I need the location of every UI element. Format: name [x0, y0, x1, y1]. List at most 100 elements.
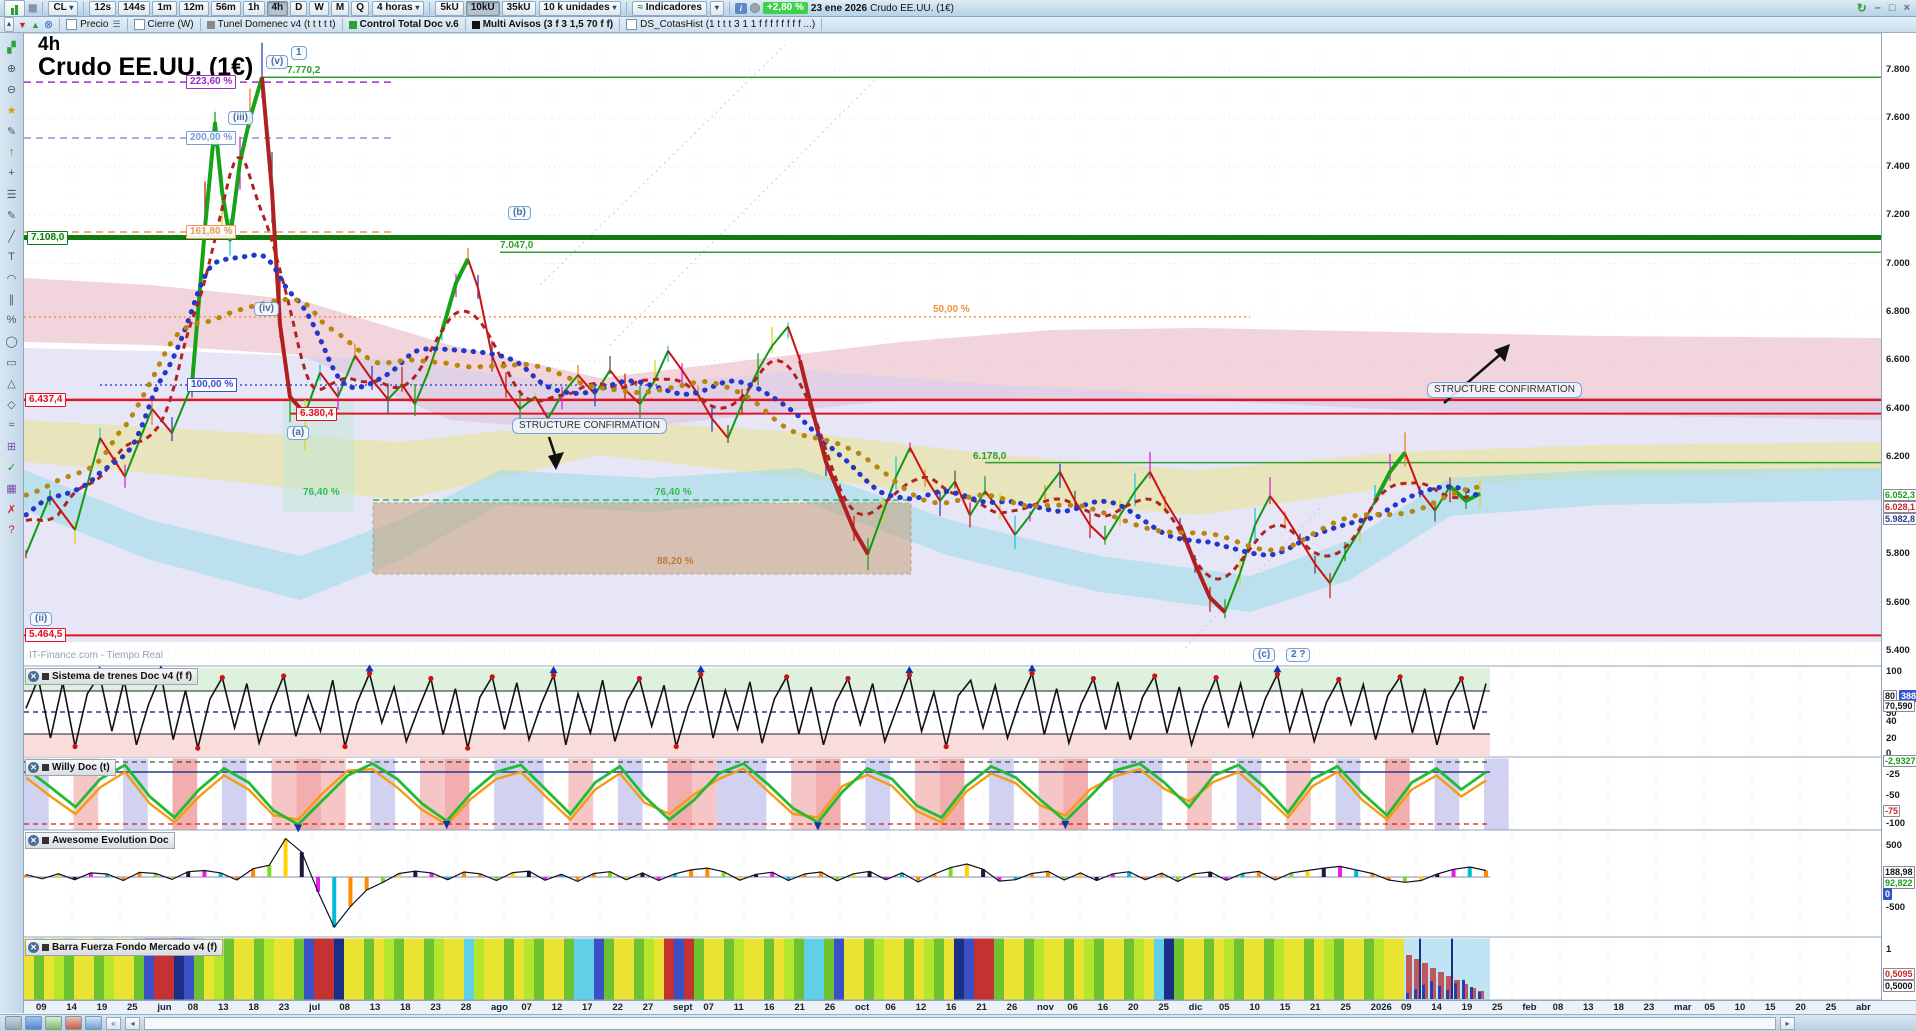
indicator-toggle[interactable]: Tunel Domenec v4 (t t t t t) [206, 19, 336, 30]
grid-icon[interactable]: ⊞ [6, 440, 17, 453]
price-level-label[interactable]: 7.770,2 [287, 65, 321, 77]
crosshair-icon[interactable]: + [8, 167, 15, 179]
unit-5kU[interactable]: 5kU [435, 0, 464, 16]
favorites-icon[interactable]: ★ [6, 104, 17, 117]
price-level-label[interactable]: 7.047,0 [500, 240, 534, 252]
timeframe-56m[interactable]: 56m [210, 0, 241, 16]
panel-close-icon[interactable]: ✕ [28, 835, 39, 846]
restore-button[interactable]: □ [1888, 2, 1896, 14]
level-label[interactable]: 6.380,4 [296, 406, 338, 421]
diamond-icon[interactable]: ◇ [7, 398, 16, 411]
level-label[interactable]: 7.108,0 [27, 230, 69, 245]
structure-confirmation-label[interactable]: STRUCTURE CONFIRMATION [1427, 382, 1582, 398]
elliott-wave-label[interactable]: (b) [508, 206, 531, 220]
scroll-left-button[interactable]: ◂ [125, 1016, 140, 1030]
scroll-right-button[interactable]: ▸ [1780, 1016, 1795, 1030]
timeframe-W[interactable]: W [309, 0, 329, 16]
indicators-caret-button[interactable]: ▾ [709, 0, 724, 16]
document-icon[interactable] [45, 1016, 62, 1030]
time-axis[interactable]: 09 14 19 25 jun 08 13 18 23 jul 08 13 18 23 28 ago 07 12 1… [0, 1000, 1916, 1015]
structure-confirmation-label[interactable]: STRUCTURE CONFIRMATION [512, 418, 667, 434]
list-icon[interactable]: ☰ [6, 188, 17, 201]
level-label[interactable]: 161,80 % [186, 224, 237, 239]
indicator-toggle[interactable]: Cierre (W) [133, 19, 194, 30]
fib-percent-label[interactable]: 50,00 % [933, 303, 970, 315]
price-level-label[interactable]: 6.178,0 [973, 450, 1007, 462]
fibonacci-icon[interactable]: % [6, 314, 17, 326]
period-dropdown[interactable]: 4 horas ▾ [371, 0, 425, 16]
minimize-button[interactable]: – [1874, 2, 1881, 14]
checkbox-icon[interactable] [626, 19, 638, 30]
unit-10kU[interactable]: 10kU [465, 0, 500, 16]
checkbox-icon[interactable] [133, 19, 145, 30]
price-axis[interactable]: 7.800 7.600 7.400 7.200 7.000 6.800 6.600 6.400… [1881, 33, 1916, 1013]
trendline-icon[interactable]: ╱ [8, 230, 15, 243]
elliott-wave-label[interactable]: (ii) [30, 612, 53, 626]
calendar-icon[interactable] [85, 1016, 102, 1030]
timeframe-D[interactable]: D [290, 0, 308, 16]
ellipse-icon[interactable]: ◯ [5, 335, 18, 348]
buy-arrow-icon[interactable]: ▲ [30, 19, 40, 30]
elliott-wave-label[interactable]: (c) [1253, 648, 1276, 662]
collapse-scroll-button[interactable]: « [106, 1016, 121, 1030]
collapse-toolbar-button[interactable]: ▴ [4, 17, 15, 32]
wave-icon[interactable]: ≈ [8, 419, 15, 431]
timeframe-1h[interactable]: 1h [242, 0, 265, 16]
clear-icon[interactable]: ⊗ [43, 19, 54, 31]
triangle-icon[interactable]: △ [7, 377, 16, 390]
indicator-toggle[interactable]: Control Total Doc v.6 [348, 19, 459, 30]
indicator-toggle[interactable]: Multi Avisos (3 f 3 1,5 70 f f) [471, 19, 613, 30]
timeframe-4h[interactable]: 4h [266, 0, 289, 16]
layers-icon[interactable]: ▦ [6, 482, 17, 495]
symbol-dropdown[interactable]: CL ▾ [48, 0, 79, 16]
arc-icon[interactable]: ◠ [6, 272, 17, 285]
level-label[interactable]: 200,00 % [186, 131, 237, 146]
chart-type-icon[interactable]: ▞ [7, 41, 16, 54]
rectangle-icon[interactable]: ▭ [6, 356, 17, 369]
timeframe-1m[interactable]: 1m [152, 0, 177, 16]
panel-close-icon[interactable]: ✕ [28, 762, 39, 773]
info-icon[interactable]: i [734, 2, 747, 14]
hand-icon[interactable]: ✎ [6, 125, 17, 138]
elliott-wave-label[interactable]: (a) [287, 426, 310, 440]
elliott-wave-label[interactable]: 1 [291, 46, 307, 60]
elliott-wave-label[interactable]: (iii) [228, 111, 253, 125]
text-icon[interactable]: T [8, 251, 15, 263]
indicators-button[interactable]: ≈ Indicadores [632, 0, 707, 16]
fib-percent-label[interactable]: 88,20 % [657, 556, 694, 567]
panel-close-icon[interactable]: ✕ [28, 671, 39, 682]
workspace-grid-icon[interactable]: ▦ [28, 2, 38, 14]
timeframe-144s[interactable]: 144s [118, 0, 151, 16]
zoom-in-icon[interactable]: ⊕ [6, 62, 17, 75]
panel-header[interactable]: ✕ Willy Doc (t) [25, 759, 116, 776]
level-label[interactable]: 100,00 % [187, 377, 238, 392]
zoom-out-icon[interactable]: ⊖ [6, 83, 17, 96]
elliott-wave-label[interactable]: 2 ? [1286, 648, 1311, 662]
timeframe-M[interactable]: M [330, 0, 350, 16]
units-dropdown[interactable]: 10 k unidades ▾ [538, 0, 622, 16]
share-icon[interactable] [5, 1016, 22, 1030]
horizontal-scrollbar[interactable] [144, 1016, 1776, 1030]
elliott-wave-label[interactable]: (v) [266, 55, 289, 69]
fib-percent-label[interactable]: 76,40 % [303, 487, 340, 498]
panel-header[interactable]: ✕ Sistema de trenes Doc v4 (f f) [25, 668, 199, 685]
help-icon[interactable]: ? [8, 524, 15, 536]
level-label[interactable]: 223,60 % [186, 75, 237, 90]
level-label[interactable]: 6.437,4 [25, 392, 67, 407]
panel-close-icon[interactable]: ✕ [28, 942, 39, 953]
arrow-up-icon[interactable]: ↑ [8, 146, 15, 158]
close-button[interactable]: × [1903, 2, 1910, 14]
unit-35kU[interactable]: 35kU [501, 0, 536, 16]
elliott-wave-label[interactable]: (iv) [254, 302, 279, 316]
check-icon[interactable]: ✓ [6, 461, 17, 474]
sell-arrow-icon[interactable]: ▼ [18, 19, 27, 30]
panel-header[interactable]: ✕ Awesome Evolution Doc [25, 832, 175, 849]
checkbox-icon[interactable] [66, 19, 78, 30]
refresh-icon[interactable]: ↻ [1856, 1, 1867, 15]
indicator-toggle[interactable]: Precio [66, 19, 108, 30]
level-label[interactable]: 5.464,5 [25, 628, 67, 643]
channel-icon[interactable]: ∥ [8, 293, 15, 306]
timeframe-12m[interactable]: 12m [178, 0, 209, 16]
fib-percent-label[interactable]: 76,40 % [655, 486, 692, 498]
delete-icon[interactable]: ✗ [6, 503, 17, 516]
